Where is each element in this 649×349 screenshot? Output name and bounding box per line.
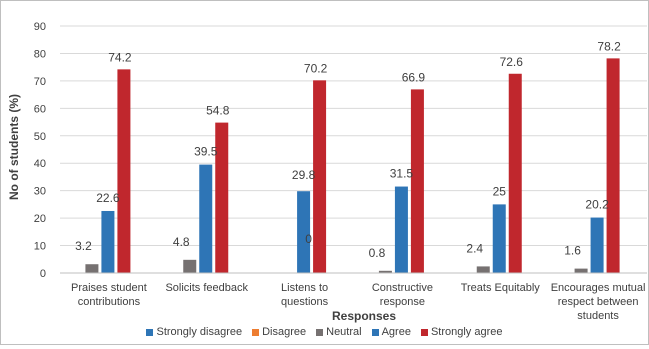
data-label: 2.4 — [466, 241, 483, 255]
legend-label: Neutral — [326, 326, 362, 338]
legend-item: Agree — [371, 326, 411, 338]
legend-label: Agree — [381, 326, 411, 338]
y-tick-label: 50 — [34, 131, 46, 143]
data-label: 22.6 — [96, 191, 120, 205]
bar — [492, 204, 506, 273]
legend-item: Strongly disagree — [146, 326, 242, 338]
legend-item: Strongly agree — [420, 326, 503, 338]
data-label: 74.2 — [108, 50, 132, 64]
bar — [101, 210, 115, 273]
legend-swatch — [316, 328, 324, 336]
data-label: 70.2 — [304, 61, 328, 75]
x-tick-label: Constructive — [372, 282, 433, 294]
data-label: 31.5 — [390, 167, 414, 181]
x-tick-label: Encourages mutual — [551, 282, 646, 294]
data-label: 25 — [493, 184, 507, 198]
bar — [606, 58, 620, 273]
legend-swatch — [420, 328, 428, 336]
x-tick-label: respect between — [558, 296, 639, 308]
bar — [297, 191, 311, 273]
x-tick-label: Solicits feedback — [165, 282, 248, 294]
data-label: 1.6 — [564, 244, 581, 258]
bar — [394, 186, 408, 273]
data-label: 3.2 — [75, 239, 92, 253]
x-tick-label: students — [577, 310, 619, 322]
data-label: 0 — [305, 232, 312, 246]
bar — [313, 80, 327, 273]
data-label: 20.2 — [585, 198, 609, 212]
legend-item: Neutral — [316, 326, 362, 338]
y-tick-label: 80 — [34, 48, 46, 60]
bar — [117, 69, 131, 274]
bar — [574, 268, 588, 273]
x-axis-title: Responses — [332, 309, 396, 323]
data-label: 54.8 — [206, 104, 230, 118]
bar — [378, 270, 392, 273]
y-tick-label: 90 — [34, 21, 46, 33]
bar — [183, 259, 197, 273]
bar — [476, 266, 490, 273]
y-tick-label: 40 — [34, 158, 46, 170]
data-label: 0.8 — [369, 246, 386, 260]
y-tick-label: 0 — [40, 268, 46, 280]
legend-label: Strongly disagree — [156, 326, 243, 338]
y-tick-label: 60 — [34, 103, 46, 115]
data-label: 39.5 — [194, 145, 218, 159]
data-label: 78.2 — [597, 39, 621, 53]
data-label: 4.8 — [173, 235, 190, 249]
legend-swatch — [146, 328, 154, 336]
y-tick-label: 70 — [34, 76, 46, 88]
legend-item: Disagree — [252, 326, 306, 338]
data-label: 72.6 — [500, 55, 524, 69]
x-tick-label: Treats Equitably — [461, 282, 541, 294]
bar — [85, 264, 99, 273]
legend: Strongly disagree Disagree Neutral Agree Str… — [1, 326, 648, 338]
legend-swatch — [371, 328, 379, 336]
bar — [508, 73, 522, 274]
y-tick-label: 10 — [34, 241, 46, 253]
legend-label: Strongly agree — [430, 326, 503, 338]
data-label: 29.8 — [292, 168, 316, 182]
x-tick-label: questions — [281, 296, 329, 308]
data-label: 66.9 — [402, 70, 426, 84]
bar — [410, 89, 424, 273]
y-tick-label: 30 — [34, 186, 46, 198]
legend-swatch — [252, 328, 260, 336]
y-tick-label: 20 — [34, 213, 46, 225]
y-axis-title: No of students (%) — [7, 94, 21, 200]
bar — [590, 217, 604, 273]
legend-label: Disagree — [262, 326, 307, 338]
bar — [199, 164, 213, 273]
x-tick-label: response — [380, 296, 425, 308]
x-tick-label: contributions — [78, 296, 141, 308]
bar — [215, 122, 229, 273]
x-tick-label: Listens to — [281, 282, 328, 294]
bar-chart: 3.2 22.6 74.2 4.8 39.5 54.8 0 29.8 70.2 0.8 31.5 66… — [7, 21, 647, 323]
x-tick-label: Praises student — [71, 282, 147, 294]
